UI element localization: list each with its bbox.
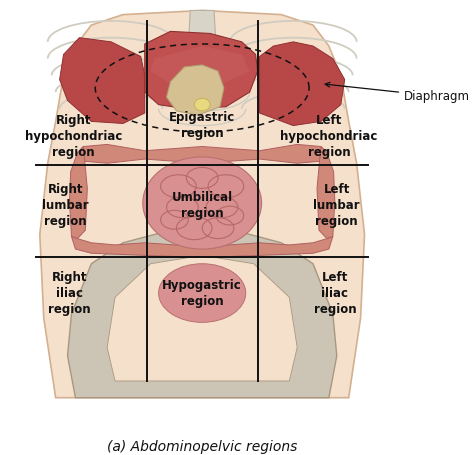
Polygon shape bbox=[70, 147, 87, 238]
Ellipse shape bbox=[159, 264, 246, 322]
Polygon shape bbox=[60, 38, 145, 123]
Polygon shape bbox=[107, 255, 297, 381]
Text: Right
hypochondriac
region: Right hypochondriac region bbox=[25, 114, 122, 158]
Polygon shape bbox=[145, 31, 257, 109]
Polygon shape bbox=[166, 65, 224, 115]
Ellipse shape bbox=[143, 157, 262, 249]
Polygon shape bbox=[77, 144, 327, 163]
Polygon shape bbox=[67, 230, 337, 398]
Text: Right
lumbar
region: Right lumbar region bbox=[42, 182, 89, 228]
Polygon shape bbox=[260, 42, 345, 126]
Polygon shape bbox=[186, 10, 218, 80]
Polygon shape bbox=[72, 237, 333, 258]
Text: (a) Abdominopelvic regions: (a) Abdominopelvic regions bbox=[107, 440, 297, 454]
Text: Diaphragm: Diaphragm bbox=[325, 82, 470, 103]
Text: Left
hypochondriac
region: Left hypochondriac region bbox=[280, 114, 378, 158]
Polygon shape bbox=[40, 10, 365, 398]
Text: Left
iliac
region: Left iliac region bbox=[313, 271, 356, 315]
Text: Umbilical
region: Umbilical region bbox=[172, 191, 233, 220]
Polygon shape bbox=[317, 147, 335, 238]
Text: Right
iliac
region: Right iliac region bbox=[48, 271, 91, 315]
Text: Epigastric
region: Epigastric region bbox=[169, 111, 235, 140]
Polygon shape bbox=[151, 46, 250, 84]
Ellipse shape bbox=[194, 98, 210, 111]
Text: Hypogastric
region: Hypogastric region bbox=[162, 278, 242, 308]
Text: Left
lumbar
region: Left lumbar region bbox=[313, 182, 360, 228]
